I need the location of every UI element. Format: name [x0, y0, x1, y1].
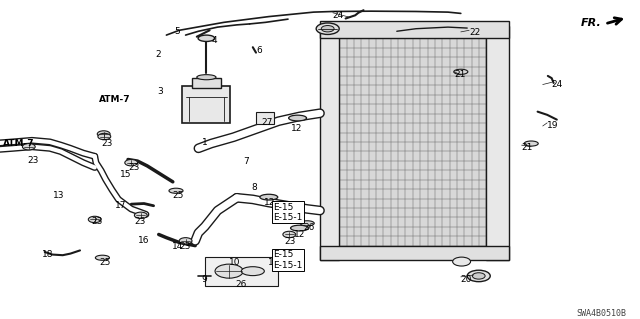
Text: 22: 22: [469, 28, 481, 37]
Ellipse shape: [289, 115, 307, 121]
Ellipse shape: [197, 75, 216, 80]
Text: 23: 23: [91, 217, 102, 226]
Text: 18: 18: [42, 250, 53, 259]
Circle shape: [316, 23, 339, 34]
Ellipse shape: [260, 194, 278, 200]
Text: 12: 12: [291, 124, 303, 133]
Text: 26: 26: [303, 223, 315, 232]
Ellipse shape: [169, 188, 183, 193]
Text: 25: 25: [99, 258, 111, 267]
Bar: [486, 26, 509, 260]
Bar: [182, 86, 230, 123]
Text: 27: 27: [261, 118, 273, 127]
Text: 6: 6: [256, 46, 262, 55]
Bar: [192, 78, 221, 88]
Bar: [339, 38, 486, 246]
Ellipse shape: [300, 221, 314, 226]
Text: 5: 5: [175, 27, 180, 36]
Text: 11: 11: [268, 258, 279, 267]
Circle shape: [125, 160, 138, 166]
Text: SWA4B0510B: SWA4B0510B: [576, 309, 626, 318]
Circle shape: [452, 257, 470, 266]
Text: 3: 3: [157, 87, 163, 96]
Ellipse shape: [241, 267, 264, 276]
Text: 4: 4: [211, 36, 217, 45]
Text: 9: 9: [202, 275, 207, 284]
Text: 23: 23: [134, 217, 146, 226]
Text: 12: 12: [294, 230, 306, 239]
Text: 12: 12: [264, 198, 275, 207]
Text: 23: 23: [27, 156, 38, 165]
Text: 25: 25: [173, 191, 184, 200]
Text: 14: 14: [172, 242, 183, 251]
Text: 23: 23: [285, 237, 296, 246]
Text: 20: 20: [461, 275, 472, 284]
Circle shape: [88, 216, 101, 223]
Bar: [320, 246, 509, 260]
Text: 10: 10: [229, 258, 241, 267]
Text: 23: 23: [101, 139, 113, 148]
Text: 24: 24: [552, 80, 563, 89]
Text: 13: 13: [52, 191, 64, 200]
Ellipse shape: [95, 255, 109, 260]
Ellipse shape: [230, 277, 244, 282]
Text: 21: 21: [522, 143, 533, 152]
Text: E-15
E-15-1: E-15 E-15-1: [273, 203, 303, 222]
Text: 23: 23: [128, 163, 140, 172]
Circle shape: [134, 212, 147, 219]
Ellipse shape: [198, 35, 215, 41]
Ellipse shape: [291, 225, 308, 231]
Text: 15: 15: [120, 170, 132, 179]
Circle shape: [98, 133, 111, 140]
Circle shape: [179, 238, 192, 244]
Text: 2: 2: [155, 50, 161, 59]
Bar: [320, 30, 339, 260]
Ellipse shape: [524, 141, 538, 146]
Circle shape: [22, 144, 35, 150]
Bar: [256, 112, 274, 124]
Text: ATM-7: ATM-7: [99, 95, 131, 104]
Text: 16: 16: [138, 236, 149, 245]
Text: 23: 23: [179, 242, 191, 251]
Text: 1: 1: [202, 138, 207, 147]
Text: FR.: FR.: [581, 18, 602, 28]
Text: 24: 24: [333, 11, 344, 20]
Circle shape: [467, 270, 490, 282]
Circle shape: [215, 264, 243, 278]
Text: 21: 21: [454, 70, 466, 78]
Circle shape: [283, 231, 296, 238]
Text: 26: 26: [236, 280, 247, 289]
Text: 8: 8: [252, 183, 257, 192]
Bar: [205, 257, 278, 286]
Text: ATM-7: ATM-7: [3, 139, 34, 148]
Text: 17: 17: [115, 201, 127, 210]
Text: 7: 7: [243, 157, 249, 166]
Circle shape: [97, 131, 110, 137]
Circle shape: [321, 26, 334, 32]
Bar: [320, 21, 509, 38]
Text: E-15
E-15-1: E-15 E-15-1: [273, 250, 303, 270]
Text: 19: 19: [547, 121, 559, 130]
Ellipse shape: [454, 69, 468, 74]
Circle shape: [472, 273, 485, 279]
